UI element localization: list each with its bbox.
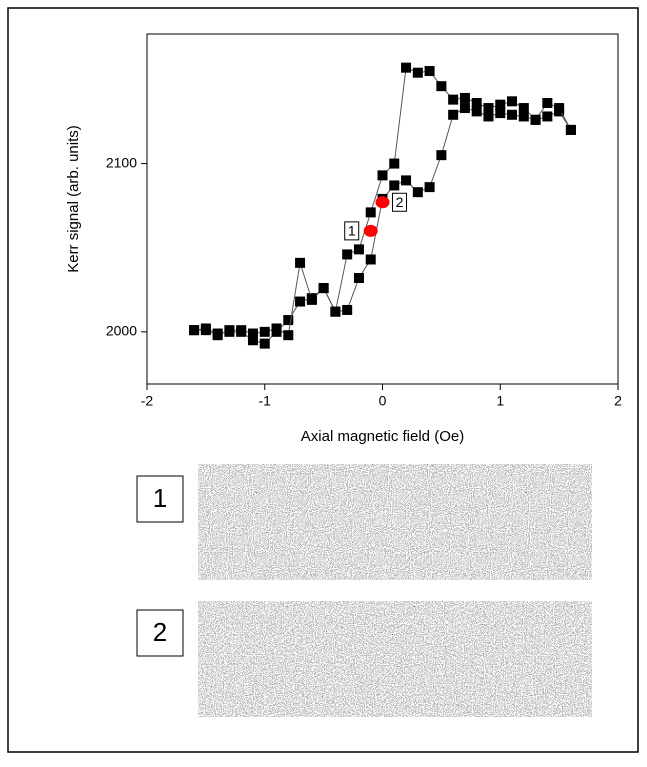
- image-label-box: [136, 475, 184, 523]
- annotation-box: [392, 192, 407, 212]
- highlight-point: [363, 224, 378, 237]
- data-point: [471, 97, 482, 108]
- data-point: [495, 99, 506, 110]
- data-point: [259, 326, 270, 337]
- data-point: [459, 92, 470, 103]
- data-point: [389, 158, 400, 169]
- x-tick-label: -1: [259, 393, 272, 409]
- data-point: [401, 175, 412, 186]
- data-point: [448, 109, 459, 120]
- data-point: [554, 103, 565, 114]
- data-point: [295, 296, 306, 307]
- data-point: [342, 304, 353, 315]
- data-point: [542, 111, 553, 122]
- data-point: [389, 180, 400, 191]
- data-point: [507, 109, 518, 120]
- data-point: [436, 150, 447, 161]
- data-point: [259, 338, 270, 349]
- data-point: [283, 330, 294, 341]
- data-point: [483, 111, 494, 122]
- data-point: [283, 315, 294, 326]
- data-point: [424, 66, 435, 77]
- data-point: [542, 97, 553, 108]
- kerr-image: [198, 464, 592, 580]
- highlight-point: [375, 196, 390, 209]
- data-point: [212, 330, 223, 341]
- data-point: [412, 67, 423, 78]
- data-point: [365, 207, 376, 218]
- data-point: [377, 170, 388, 181]
- data-point: [448, 94, 459, 105]
- data-point: [353, 244, 364, 255]
- data-point: [424, 182, 435, 193]
- data-point: [330, 306, 341, 317]
- x-tick-label: 1: [496, 393, 504, 409]
- data-point: [365, 254, 376, 265]
- image-label: 1: [153, 483, 167, 513]
- data-point: [412, 187, 423, 198]
- data-point: [401, 62, 412, 73]
- y-tick-label: 2000: [106, 323, 137, 339]
- data-point: [518, 103, 529, 114]
- data-point: [189, 325, 200, 336]
- data-point: [318, 283, 329, 294]
- data-point: [200, 325, 211, 336]
- data-point: [530, 114, 541, 125]
- data-point: [247, 335, 258, 346]
- data-point: [495, 108, 506, 119]
- image-label-box: [136, 609, 184, 657]
- data-point: [518, 111, 529, 122]
- data-point: [483, 103, 494, 114]
- data-point: [436, 81, 447, 92]
- annotation-box: [344, 221, 360, 241]
- data-point: [507, 96, 518, 107]
- x-tick-label: 0: [379, 393, 387, 409]
- data-point: [271, 323, 282, 334]
- data-point: [353, 272, 364, 283]
- image-label: 2: [153, 617, 167, 647]
- x-tick-label: -2: [141, 393, 154, 409]
- annotation-label: 2: [396, 194, 404, 210]
- data-point: [471, 106, 482, 117]
- y-tick-label: 2100: [106, 154, 137, 170]
- data-point: [565, 124, 576, 135]
- data-point: [295, 257, 306, 268]
- x-axis-title: Axial magnetic field (Oe): [301, 428, 464, 445]
- kerr-image: [198, 601, 592, 717]
- frame: [7, 7, 639, 753]
- data-point: [224, 325, 235, 336]
- x-tick-label: 2: [614, 393, 622, 409]
- data-point: [306, 294, 317, 305]
- annotation-label: 1: [348, 223, 356, 239]
- series-line: [194, 107, 572, 345]
- data-point: [236, 325, 247, 336]
- y-axis-title: Kerr signal (arb. units): [65, 125, 82, 273]
- data-point: [342, 249, 353, 260]
- data-point: [459, 103, 470, 114]
- data-point: [247, 328, 258, 339]
